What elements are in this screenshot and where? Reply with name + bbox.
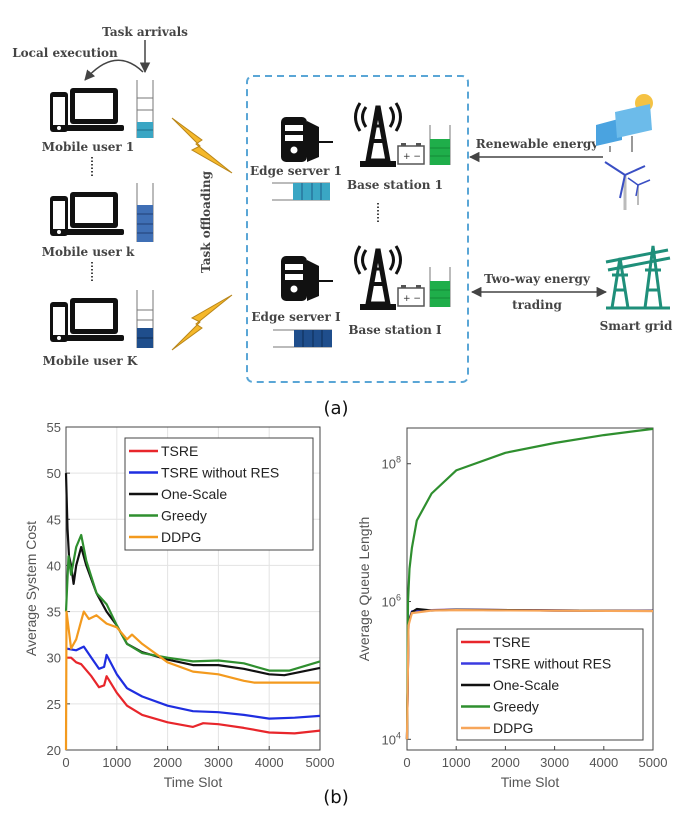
legend-entry: DDPG — [493, 720, 533, 736]
mobile-device-icon — [50, 192, 124, 236]
x-tick-label: 5000 — [306, 755, 335, 770]
x-tick-label: 3000 — [204, 755, 233, 770]
series-line-tsre-without-res — [65, 645, 321, 720]
series-line-ddpg — [405, 609, 654, 740]
y-tick-label: 55 — [47, 420, 61, 435]
series-line-ddpg — [64, 610, 320, 751]
system-cost-chart: 0 1000 2000 3000 4000 5000 20 25 30 35 40 45 50 55 Tim… — [23, 420, 334, 790]
task-offloading-label: Task offloading — [199, 170, 213, 273]
user-queue-icon — [136, 183, 154, 242]
user-label: Mobile user K — [43, 354, 138, 368]
battery-storage-icon — [397, 266, 451, 308]
wireless-bolt-icon — [171, 294, 233, 351]
subfigure-label-b: (b) — [323, 787, 348, 808]
wireless-bolt-icon — [171, 117, 233, 174]
edge-cluster-box — [246, 75, 469, 383]
y-tick-label: 35 — [47, 605, 61, 620]
user-queue-icon — [136, 80, 154, 138]
y-tick-label: 106 — [382, 593, 401, 610]
x-tick-label: 0 — [62, 755, 69, 770]
smart-grid-icon — [605, 245, 671, 310]
base-station-tower-icon — [356, 103, 401, 167]
x-axis-label: Time Slot — [164, 774, 223, 790]
y-axis-label: Average Queue Length — [356, 517, 372, 662]
legend: TSRE TSRE without RES One-Scale Greedy DDPG — [124, 437, 314, 551]
series-line-greedy — [64, 533, 321, 672]
legend-entry: DDPG — [161, 529, 201, 545]
plot-frame — [406, 427, 654, 751]
base-station-label: Base station I — [348, 323, 442, 337]
y-tick-label: 40 — [47, 558, 61, 573]
local-execution-arrow — [84, 59, 144, 81]
y-tick-label: 108 — [382, 455, 401, 472]
legend-entry: TSRE — [493, 634, 530, 650]
y-tick-label: 104 — [382, 730, 401, 747]
local-execution-label: Local execution — [12, 46, 118, 60]
edge-server-icon — [280, 255, 334, 302]
y-tick-label: 45 — [47, 512, 61, 527]
edge-server-label: Edge server 1 — [250, 164, 342, 178]
y-axis-label: Average System Cost — [23, 521, 39, 656]
user-queue-icon — [136, 290, 154, 348]
smart-grid-label: Smart grid — [600, 319, 673, 333]
trading-label: trading — [512, 298, 562, 312]
legend-entry: TSRE without RES — [493, 656, 611, 672]
y-tick-exponent: 4 — [396, 730, 401, 740]
renewable-energy-label: Renewable energy — [476, 137, 600, 151]
legend-entry: One-Scale — [493, 677, 559, 693]
legend-entry: Greedy — [161, 508, 207, 524]
mobile-device-icon — [50, 298, 124, 342]
x-tick-label: 2000 — [153, 755, 182, 770]
user-label: Mobile user 1 — [42, 140, 135, 154]
x-tick-label: 0 — [403, 755, 410, 770]
user-label: Mobile user k — [42, 245, 135, 259]
x-tick-label: 3000 — [540, 755, 569, 770]
base-station-tower-icon — [356, 246, 401, 310]
task-arrivals-label: Task arrivals — [102, 25, 188, 39]
series-line-tsre — [66, 656, 321, 735]
y-tick-base: 10 — [382, 732, 396, 747]
edge-server-label: Edge server I — [251, 310, 341, 324]
server-queue-icon — [273, 329, 332, 348]
two-way-energy-label: Two-way energy — [484, 272, 591, 286]
y-tick-label: 30 — [47, 651, 61, 666]
x-tick-label: 2000 — [491, 755, 520, 770]
x-tick-label: 4000 — [255, 755, 284, 770]
y-tick-base: 10 — [382, 457, 396, 472]
system-diagram: Task arrivals Local execution Mobile use… — [12, 25, 673, 383]
legend-entry: TSRE without RES — [161, 465, 279, 481]
battery-storage-icon — [397, 124, 451, 166]
subfigure-label-a: (a) — [323, 398, 348, 419]
legend: TSRE TSRE without RES One-Scale Greedy DDPG — [456, 628, 644, 741]
y-tick-base: 10 — [382, 595, 396, 610]
series-line-greedy — [405, 427, 654, 740]
y-tick-label: 25 — [47, 697, 61, 712]
legend-entry: Greedy — [493, 699, 539, 715]
server-queue-icon — [272, 182, 330, 201]
legend-entry: One-Scale — [161, 486, 227, 502]
legend-entry: TSRE — [161, 443, 198, 459]
y-tick-label: 50 — [47, 466, 61, 481]
y-tick-label: 20 — [47, 743, 61, 758]
x-tick-label: 4000 — [589, 755, 618, 770]
x-tick-label: 1000 — [102, 755, 131, 770]
y-tick-exponent: 8 — [396, 455, 401, 465]
x-tick-label: 1000 — [442, 755, 471, 770]
x-tick-label: 5000 — [639, 755, 668, 770]
wind-turbine-icon — [604, 161, 651, 210]
mobile-device-icon — [50, 88, 124, 132]
solar-panel-icon — [596, 94, 653, 152]
base-station-label: Base station 1 — [347, 178, 443, 192]
y-tick-exponent: 6 — [396, 593, 401, 603]
x-axis-label: Time Slot — [501, 774, 560, 790]
edge-server-icon — [280, 116, 334, 163]
